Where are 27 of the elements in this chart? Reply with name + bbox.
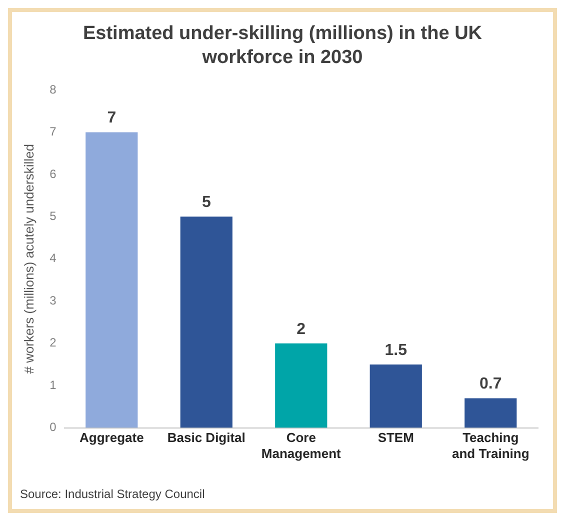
data-label: 1.5	[384, 342, 408, 359]
y-tick-label: 4	[50, 251, 57, 266]
x-tick-label: Aggregate	[80, 430, 144, 446]
data-label: 5	[202, 194, 211, 212]
chart-title: Estimated under-skilling (millions) in the UK workforce in 2030	[82, 22, 482, 70]
data-label: 2	[296, 320, 306, 338]
y-axis-title: # workers (millions) acutely underskilled	[21, 144, 36, 374]
bar	[275, 343, 328, 428]
y-tick-label: 3	[50, 293, 57, 308]
data-label: 0.7	[480, 376, 502, 393]
y-tick-label: 2	[50, 336, 57, 350]
x-tick-label: Core Management	[261, 430, 342, 461]
x-tick-label: STEM	[378, 430, 414, 446]
y-tick-label: 5	[50, 208, 57, 223]
y-tick-label: 1	[50, 378, 57, 392]
bar	[180, 216, 232, 428]
bar	[86, 132, 138, 428]
data-label: 7	[107, 110, 116, 127]
y-tick-label: 6	[50, 166, 57, 181]
bar	[370, 364, 422, 428]
y-tick-label: 8	[50, 82, 57, 96]
source-note: Source: Industrial Strategy Council	[20, 487, 205, 501]
x-tick-label: Basic Digital	[167, 430, 246, 446]
y-tick-label: 0	[50, 420, 57, 434]
y-tick-label: 7	[50, 124, 57, 139]
bar	[464, 398, 517, 428]
x-tick-label: Teaching and Training	[452, 430, 530, 461]
